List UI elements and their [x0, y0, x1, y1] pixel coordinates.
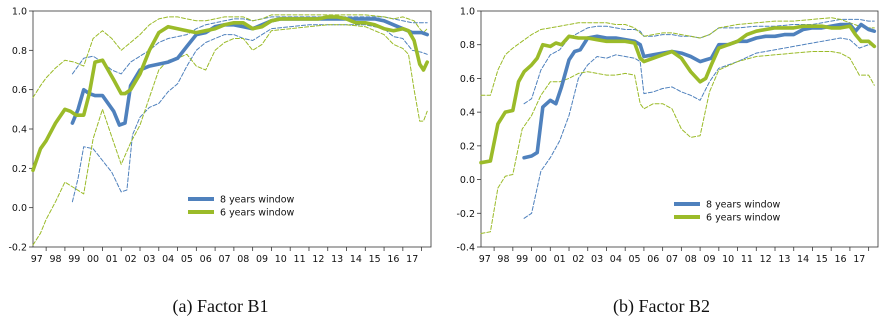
x-tick-label: 09	[256, 254, 268, 265]
series-line-8-years-band-upper	[71, 16, 428, 75]
x-tick-label: 97	[479, 254, 491, 265]
x-tick-label: 03	[591, 254, 603, 265]
series-line-6-years-window	[31, 15, 430, 173]
x-tick-label: 01	[106, 254, 118, 265]
y-tick-label: 1.0	[460, 7, 475, 18]
x-tick-label: 17	[406, 254, 418, 265]
x-tick-label: 14	[797, 254, 809, 265]
x-tick-label: 11	[294, 254, 306, 265]
legend-label: 6 years window	[220, 208, 295, 219]
x-tick-label: 10	[275, 254, 287, 265]
x-tick-label: 00	[535, 254, 547, 265]
series-line-6-years-band-lower	[480, 51, 875, 234]
x-tick-label: 04	[162, 254, 174, 265]
x-tick-label: 01	[554, 254, 566, 265]
x-tick-label: 05	[181, 254, 193, 265]
y-tick-label: 0.4	[12, 125, 27, 136]
x-tick-label: 98	[49, 254, 61, 265]
x-tick-label: 97	[31, 254, 43, 265]
x-tick-label: 11	[741, 254, 753, 265]
series-line-6-years-band-upper	[480, 17, 875, 96]
x-tick-label: 06	[647, 254, 659, 265]
x-tick-label: 00	[87, 254, 99, 265]
x-tick-label: 08	[685, 254, 697, 265]
series-line-6-years-window	[479, 24, 877, 165]
chart-panel-b: -0.4 -0.2 0.0 0.2 0.4 0.6 0.8 1.0 97 98 99 00 01 02 03…	[441, 0, 883, 328]
y-tick-label: -0.2	[456, 209, 475, 220]
x-tick-label: 02	[572, 254, 584, 265]
x-tick-label: 15	[369, 254, 381, 265]
x-tick-label: 13	[778, 254, 790, 265]
x-tick-label: 13	[331, 254, 343, 265]
legend-label: 8 years window	[706, 200, 781, 211]
series-line-8-years-band-lower	[523, 37, 875, 219]
y-tick-label: 0.8	[460, 40, 475, 51]
chart-panel-a: -0.2 0.0 0.2 0.4 0.6 0.8 1.0 97 98 99 00 01 02 03 04 05…	[0, 0, 441, 328]
y-tick-label: 0.4	[460, 108, 475, 119]
y-tick-label: 1.0	[12, 7, 27, 18]
x-tick-label: 98	[497, 254, 509, 265]
series-line-8-years-window	[70, 17, 430, 127]
x-tick-label: 04	[610, 254, 622, 265]
y-tick-label: 0.6	[12, 85, 27, 96]
legend-label: 8 years window	[220, 195, 295, 206]
x-tick-label: 16	[835, 254, 847, 265]
legend-label: 6 years window	[706, 213, 781, 224]
x-tick-label: 07	[666, 254, 678, 265]
x-tick-label: 12	[312, 254, 324, 265]
chart-caption: (b) Factor B2	[613, 296, 710, 316]
y-tick-label: 0.2	[12, 164, 27, 175]
x-tick-label: 16	[387, 254, 399, 265]
x-tick-label: 10	[722, 254, 734, 265]
x-tick-label: 99	[516, 254, 528, 265]
y-tick-label: 0.6	[460, 74, 475, 85]
x-tick-label: 03	[143, 254, 155, 265]
y-tick-label: -0.4	[456, 243, 475, 254]
chart-caption: (a) Factor B1	[172, 296, 269, 316]
y-tick-label: -0.2	[8, 243, 27, 254]
x-tick-label: 08	[237, 254, 249, 265]
y-tick-label: 0.8	[12, 46, 27, 57]
x-tick-label: 07	[218, 254, 230, 265]
chart-b: -0.4 -0.2 0.0 0.2 0.4 0.6 0.8 1.0 97 98 99 00 01 02 03…	[456, 7, 879, 265]
y-tick-label: 0.2	[460, 141, 475, 152]
x-tick-label: 06	[200, 254, 212, 265]
x-tick-label: 15	[816, 254, 828, 265]
x-tick-label: 17	[853, 254, 865, 265]
series-line-8-years-window	[522, 22, 877, 160]
x-tick-label: 05	[629, 254, 641, 265]
x-tick-label: 09	[703, 254, 715, 265]
x-tick-label: 99	[68, 254, 80, 265]
chart-a: -0.2 0.0 0.2 0.4 0.6 0.8 1.0 97 98 99 00 01 02 03 04 05…	[8, 7, 432, 265]
x-tick-label: 14	[350, 254, 362, 265]
series-line-6-years-band-upper	[32, 14, 428, 98]
y-tick-label: 0.0	[12, 203, 27, 214]
x-tick-label: 02	[125, 254, 137, 265]
x-tick-label: 12	[760, 254, 772, 265]
series-line-6-years-band-lower	[32, 24, 428, 246]
plot-frame	[480, 10, 879, 248]
y-tick-label: 0.0	[460, 175, 475, 186]
